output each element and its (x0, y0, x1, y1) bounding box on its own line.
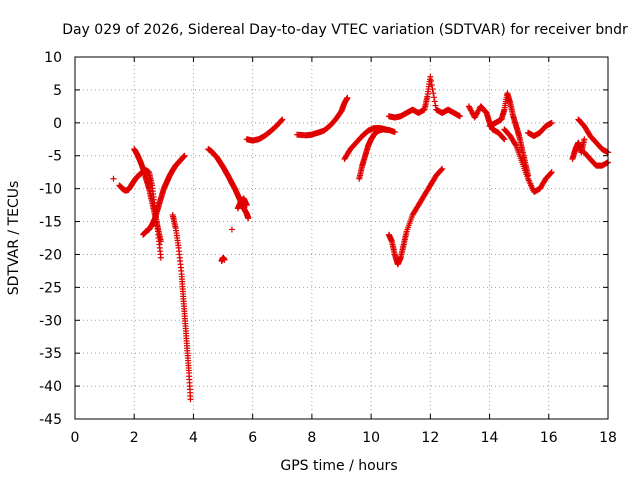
data-point (427, 73, 434, 80)
y-tick-label: -35 (39, 346, 62, 362)
data-point (278, 117, 285, 124)
data-point (279, 116, 286, 123)
data-point (157, 254, 164, 261)
data-point (243, 202, 250, 209)
data-points (110, 73, 611, 403)
series-arc-1 (110, 175, 117, 182)
data-point (547, 170, 554, 177)
series-arc-11 (294, 94, 351, 139)
x-tick-label: 4 (189, 430, 198, 446)
chart-title: Day 029 of 2026, Sidereal Day-to-day VTE… (62, 22, 628, 38)
data-point (391, 129, 398, 136)
y-tick-label: -15 (39, 215, 62, 231)
data-point (548, 169, 555, 176)
data-point (430, 90, 437, 97)
axis-ticks: 0 2 4 6 8 10 12 14 16 18 10 5 0 -5 -10 -15 -20 -25 -30 -35 -… (39, 50, 617, 446)
data-point (157, 238, 164, 245)
data-point (512, 141, 519, 148)
series-arc-6 (205, 146, 252, 222)
data-point (548, 119, 555, 126)
data-point (344, 94, 351, 101)
x-tick-label: 16 (540, 430, 558, 446)
series-arc-5 (169, 211, 194, 403)
series-arc-17 (486, 90, 532, 179)
series-arc-22 (581, 149, 611, 169)
y-tick-label: -20 (39, 247, 62, 263)
series-arc-21 (575, 116, 611, 156)
data-point (439, 165, 446, 172)
data-point (221, 256, 228, 263)
series-arc-18 (501, 126, 555, 195)
series-arc-16 (465, 103, 508, 143)
series-arc-7 (218, 254, 228, 265)
x-tick-label: 8 (307, 430, 316, 446)
series-arc-10 (243, 116, 286, 144)
series-arc-14 (385, 165, 446, 268)
x-tick-label: 6 (248, 430, 257, 446)
y-tick-label: -30 (39, 313, 62, 329)
data-point (187, 396, 194, 403)
x-tick-label: 0 (71, 430, 80, 446)
data-point (431, 98, 438, 105)
series-arc-8 (228, 226, 235, 233)
x-tick-label: 2 (130, 430, 139, 446)
data-point (429, 86, 436, 93)
data-point (581, 136, 588, 143)
y-tick-label: 5 (53, 83, 62, 99)
series-arc-3 (131, 146, 164, 245)
data-point (501, 136, 508, 143)
y-tick-label: -5 (48, 149, 62, 165)
data-point (438, 166, 445, 173)
series-arc-13 (356, 126, 398, 182)
x-axis-label: GPS time / hours (280, 458, 397, 474)
series-arc-19 (525, 119, 555, 139)
data-point (181, 152, 188, 159)
data-point (500, 135, 507, 142)
grid-lines (75, 57, 608, 419)
data-point (428, 81, 435, 88)
y-tick-label: 0 (53, 116, 62, 132)
plot-frame (74, 56, 609, 420)
x-tick-label: 12 (421, 430, 439, 446)
data-point (110, 175, 117, 182)
y-tick-label: -45 (39, 412, 62, 428)
x-tick-label: 10 (362, 430, 380, 446)
series-arc-20 (569, 136, 588, 163)
data-point (228, 226, 235, 233)
data-point (428, 77, 435, 84)
series-arc-9 (234, 195, 250, 212)
data-point (245, 215, 252, 222)
y-tick-label: -25 (39, 280, 62, 296)
y-tick-label: -10 (39, 182, 62, 198)
data-point (456, 113, 463, 120)
y-tick-label: -40 (39, 379, 62, 395)
y-axis-label: SDTVAR / TECUs (6, 181, 22, 296)
x-tick-label: 14 (481, 430, 499, 446)
data-point (431, 94, 438, 101)
series-arc-15 (385, 73, 463, 121)
x-tick-label: 18 (599, 430, 617, 446)
data-point (432, 102, 439, 109)
y-tick-label: 10 (44, 50, 62, 66)
series-arc-4 (140, 152, 188, 238)
